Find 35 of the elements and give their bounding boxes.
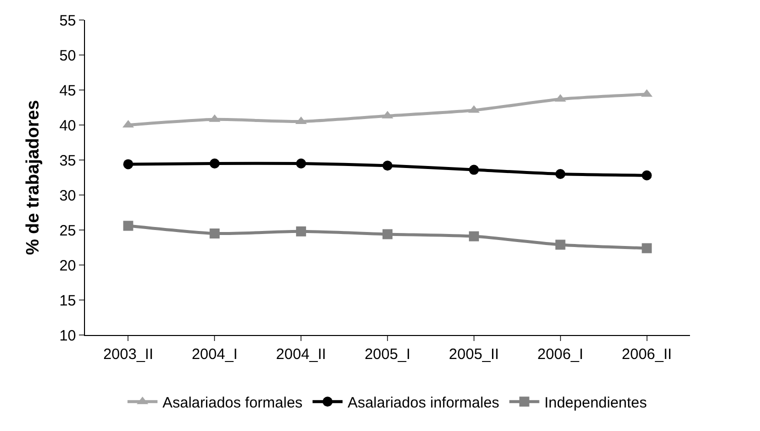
point bbox=[123, 159, 134, 170]
point bbox=[210, 228, 220, 238]
x-tick-label: 2003_II bbox=[103, 346, 154, 363]
point bbox=[555, 240, 566, 250]
y-tick-label: 45 bbox=[59, 82, 76, 100]
x-tick-label: 2004_II bbox=[276, 346, 326, 363]
point bbox=[296, 226, 306, 236]
point bbox=[468, 164, 479, 175]
y-tick-label: 10 bbox=[59, 327, 76, 344]
point bbox=[555, 169, 566, 179]
x-tick-label: 2005_II bbox=[448, 346, 499, 363]
y-tick-label: 30 bbox=[59, 187, 76, 204]
y-tick-label: 50 bbox=[59, 47, 76, 64]
y-tick-label: 35 bbox=[59, 152, 76, 170]
point bbox=[296, 158, 306, 168]
point bbox=[123, 220, 134, 231]
y-tick-label: 40 bbox=[59, 117, 76, 134]
y-tick-label: 25 bbox=[59, 222, 76, 240]
point bbox=[382, 160, 392, 171]
legend-label: Independientes bbox=[544, 394, 647, 412]
x-tick-label: 2005_I bbox=[364, 346, 410, 363]
y-axis-title: % de trabajadores bbox=[22, 100, 43, 256]
point bbox=[468, 231, 479, 242]
point bbox=[210, 158, 220, 168]
y-tick-label: 20 bbox=[59, 257, 76, 274]
x-tick-label: 2004_I bbox=[192, 346, 238, 363]
x-tick-label: 2006_II bbox=[622, 346, 672, 363]
point bbox=[642, 243, 652, 254]
x-tick-label: 2006_I bbox=[537, 346, 584, 363]
y-tick-label: 15 bbox=[59, 292, 76, 310]
point bbox=[382, 229, 392, 240]
legend-label: Asalariados informales bbox=[348, 394, 500, 412]
point bbox=[642, 170, 652, 180]
y-tick-label: 55 bbox=[59, 12, 76, 30]
legend-label: Asalariados formales bbox=[162, 394, 303, 412]
